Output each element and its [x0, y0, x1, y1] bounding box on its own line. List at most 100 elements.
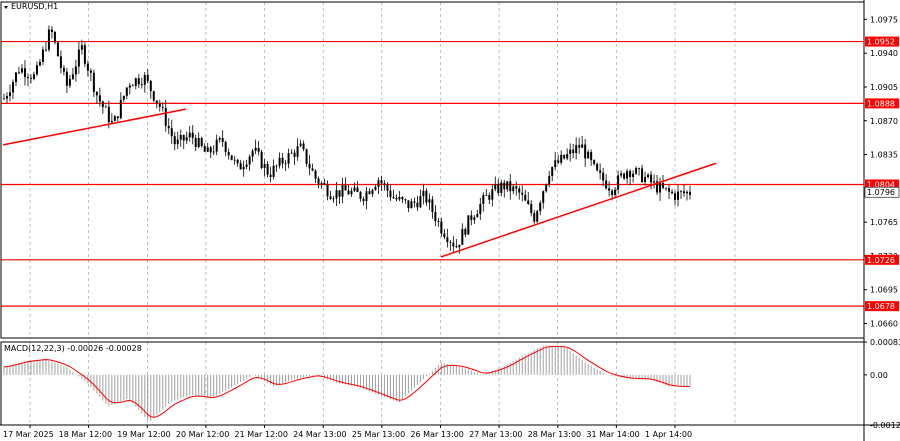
candle-body [203, 146, 206, 152]
candle-body [581, 144, 584, 148]
candle-body [527, 200, 530, 204]
candle-body [587, 151, 590, 159]
candle-body [449, 242, 452, 243]
candle-body [635, 168, 638, 174]
candle-body [224, 141, 227, 153]
candle-body [137, 78, 140, 85]
candle-body [3, 98, 5, 100]
candle-body [383, 183, 386, 185]
level-price-tag [865, 36, 899, 47]
price-tick-label: 1.0975 [870, 15, 898, 24]
candle-body [194, 138, 197, 148]
candle-body [368, 191, 371, 194]
candle-body [122, 95, 125, 100]
candle-body [227, 152, 230, 156]
macd-signal [3, 345, 691, 418]
candle-body [668, 188, 671, 192]
candle-body [329, 196, 332, 200]
candle-body [167, 125, 170, 129]
candle-body [242, 166, 245, 170]
candle-body [647, 174, 650, 178]
candle-body [83, 45, 86, 64]
candle-body [602, 172, 605, 181]
candle-body [671, 191, 674, 194]
candle-body [287, 153, 290, 164]
candle-body [35, 65, 38, 75]
candle-body [545, 184, 548, 192]
candle-body [65, 71, 68, 86]
candle-body [20, 68, 23, 73]
candle-body [644, 177, 647, 183]
candle-body [146, 74, 149, 81]
candle-body [155, 100, 158, 104]
candle-body [359, 192, 362, 199]
candle-body [56, 42, 59, 57]
current-price-label: 1.0796 [867, 188, 895, 197]
candle-body [461, 229, 464, 245]
candle-body [275, 165, 278, 167]
candle-body [353, 187, 356, 191]
candle-body [62, 67, 65, 72]
candle-body [143, 74, 146, 85]
macd-tick-label: 0.00083 [870, 338, 900, 347]
candle-body [200, 138, 203, 147]
candle-body [209, 147, 212, 153]
candle-body [632, 173, 635, 177]
candle-body [419, 196, 422, 208]
candle-body [95, 91, 98, 96]
candle-body [314, 170, 317, 179]
candle-body [86, 63, 89, 71]
candle-body [371, 189, 374, 194]
candle-body [140, 84, 143, 86]
candle-body [158, 103, 161, 107]
candle-body [452, 242, 455, 247]
candle-body [248, 156, 251, 165]
candle-body [665, 187, 668, 189]
candle-body [470, 215, 473, 220]
time-tick-label: 25 Mar 13:00 [352, 430, 405, 439]
symbol-dropdown-icon[interactable] [4, 6, 8, 9]
candle-body [662, 183, 665, 188]
candle-body [491, 189, 494, 200]
candle-body [98, 95, 101, 102]
candle-body [455, 246, 458, 248]
trendline [2, 108, 187, 146]
macd-signal-line [3, 345, 691, 418]
candle-body [212, 151, 215, 153]
candle-body [380, 180, 383, 184]
candle-body [239, 163, 242, 170]
trendlines [2, 108, 717, 258]
price-tick-label: 1.0940 [870, 49, 898, 58]
candle-body [548, 175, 551, 185]
candle-body [101, 101, 104, 107]
candle-body [467, 215, 470, 235]
candle-body [686, 191, 689, 194]
candle-body [395, 198, 398, 200]
level-price-label: 1.0804 [867, 180, 895, 189]
candle-body [233, 159, 236, 161]
candle-body [161, 106, 164, 108]
candle-body [272, 165, 275, 178]
candle-body [185, 137, 188, 141]
symbol-title: EURUSD,H1 [11, 2, 58, 11]
candle-body [428, 199, 431, 203]
candle-body [347, 190, 350, 195]
price-axis: 1.0975 1.0940 1.0905 1.0870 1.0835 1.0765 1.07… [864, 15, 900, 430]
time-tick-label: 24 Mar 13:00 [293, 430, 346, 439]
candle-body [104, 106, 107, 108]
candle-body [500, 182, 503, 193]
price-tick-label: 1.0905 [870, 83, 898, 92]
candle-body [152, 91, 155, 101]
candle-body [116, 116, 119, 119]
candle-body [74, 66, 77, 75]
candle-body [536, 211, 539, 222]
macd-title: MACD(12,22,3) -0.00026 -0.00028 [4, 344, 142, 353]
candle-body [191, 132, 194, 139]
candle-body [401, 197, 404, 200]
candle-body [299, 143, 302, 147]
candle-body [53, 31, 56, 43]
candle-body [683, 191, 686, 194]
candle-body [563, 154, 566, 159]
candle-body [254, 147, 257, 151]
candle-body [23, 68, 26, 78]
